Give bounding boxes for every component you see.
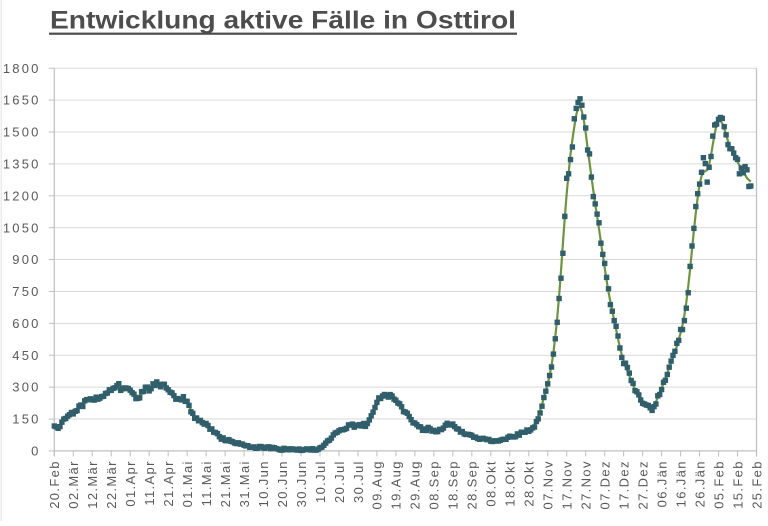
svg-text:1650: 1650 [3,93,41,108]
svg-text:27.Dez: 27.Dez [635,460,650,509]
svg-text:20.Jun: 20.Jun [275,460,290,507]
svg-text:600: 600 [12,316,40,331]
svg-text:1500: 1500 [3,125,41,140]
svg-text:30.Jun: 30.Jun [294,460,309,507]
svg-text:26.Jän: 26.Jän [692,460,707,507]
svg-text:11.Apr: 11.Apr [142,460,157,505]
svg-text:15.Feb: 15.Feb [730,460,745,509]
svg-text:19.Aug: 19.Aug [389,460,404,509]
svg-text:25.Feb: 25.Feb [749,460,764,509]
svg-text:07.Nov: 07.Nov [541,460,556,509]
svg-text:20.Jul: 20.Jul [332,460,347,503]
svg-text:01.Apr: 01.Apr [123,460,138,506]
svg-text:01.Mai: 01.Mai [180,460,195,507]
svg-text:1350: 1350 [3,157,41,172]
svg-text:11.Mai: 11.Mai [199,460,214,506]
svg-text:18.Okt: 18.Okt [503,460,518,506]
svg-text:07.Dez: 07.Dez [597,460,612,509]
svg-text:10.Jul: 10.Jul [313,460,328,503]
svg-text:12.Mär: 12.Mär [85,460,100,509]
svg-text:10.Jun: 10.Jun [256,460,271,507]
svg-text:1800: 1800 [3,61,41,76]
svg-text:30.Jul: 30.Jul [351,460,366,503]
svg-text:21.Mai: 21.Mai [218,460,233,507]
svg-text:31.Mai: 31.Mai [237,460,252,507]
svg-text:1200: 1200 [3,188,41,203]
svg-text:08.Okt: 08.Okt [484,460,499,506]
svg-text:17.Nov: 17.Nov [560,460,575,509]
svg-text:02.Mär: 02.Mär [66,460,81,509]
svg-text:450: 450 [12,348,40,363]
svg-text:750: 750 [12,284,40,299]
svg-text:Entwicklung aktive Fälle in Os: Entwicklung aktive Fälle in Osttirol [50,7,516,35]
svg-text:05.Feb: 05.Feb [711,460,726,509]
svg-text:20.Feb: 20.Feb [47,460,62,509]
svg-text:28.Okt: 28.Okt [522,460,537,506]
svg-text:1050: 1050 [3,220,41,235]
svg-text:17.Dez: 17.Dez [616,460,631,509]
svg-text:300: 300 [12,380,40,395]
svg-text:22.Mär: 22.Mär [104,460,119,509]
svg-text:900: 900 [12,252,40,267]
svg-text:27.Nov: 27.Nov [578,460,593,509]
svg-text:08.Sep: 08.Sep [427,460,442,509]
svg-text:16.Jän: 16.Jän [673,460,688,507]
svg-text:29.Aug: 29.Aug [408,460,423,509]
svg-text:28.Sep: 28.Sep [465,460,480,509]
svg-text:21.Apr: 21.Apr [161,460,176,506]
svg-text:06.Jän: 06.Jän [654,460,669,507]
svg-text:18.Sep: 18.Sep [446,460,461,509]
svg-text:09.Aug: 09.Aug [370,460,385,509]
svg-text:0: 0 [31,444,40,459]
svg-text:150: 150 [12,412,40,427]
